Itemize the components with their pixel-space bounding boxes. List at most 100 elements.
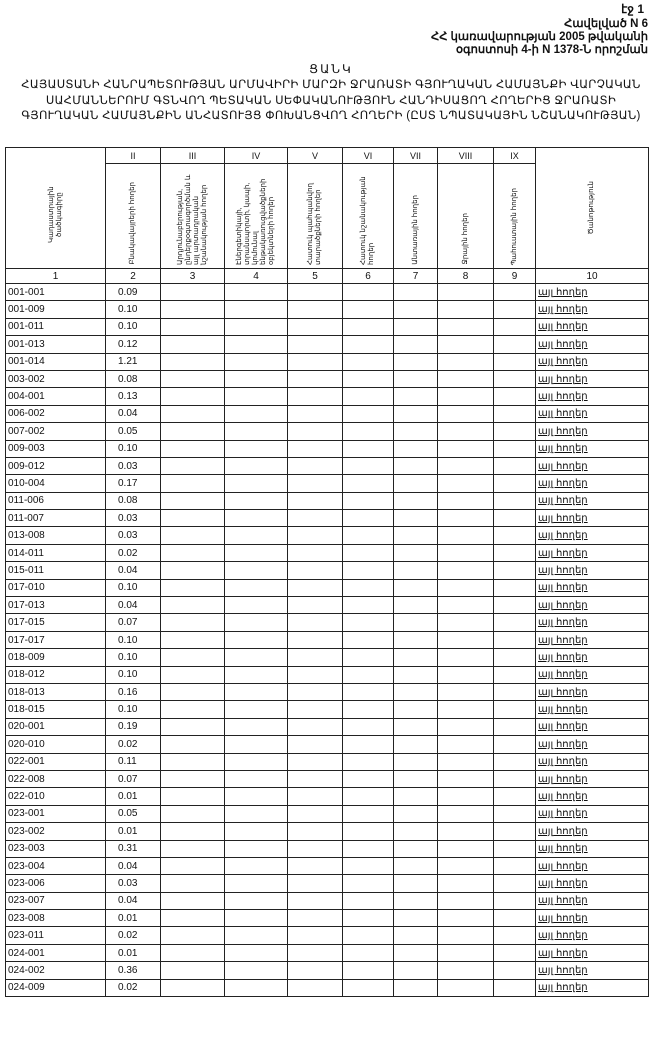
note-cell: այլ հողեր [535,648,649,667]
note-cell: այլ հողեր [535,561,649,580]
empty-cell [342,752,394,771]
empty-cell [342,787,394,806]
empty-cell [160,491,225,511]
table-row: 020-001 0.19 այլ հողեր [5,717,649,737]
empty-cell [287,300,343,319]
area-cell: 0.09 [105,282,161,302]
note-cell: այլ հողեր [535,509,649,528]
empty-cell [493,439,536,458]
cadastral-code-cell: 024-002 [5,961,106,980]
empty-cell [287,317,343,337]
empty-cell [160,561,225,580]
empty-cell [342,404,394,424]
empty-cell [160,839,225,858]
empty-cell [224,769,288,789]
empty-cell [160,300,225,319]
cadastral-code-cell: 001-001 [5,282,106,302]
cadastral-code-cell: 017-017 [5,630,106,650]
empty-cell [342,717,394,737]
empty-cell [437,682,494,702]
empty-cell [287,700,343,719]
empty-cell [493,543,536,563]
empty-cell [287,282,343,302]
area-cell: 0.11 [105,752,161,771]
empty-cell [393,456,438,476]
empty-cell [224,752,288,771]
area-cell: 0.10 [105,317,161,337]
empty-cell [437,804,494,824]
empty-cell [342,300,394,319]
empty-cell [393,926,438,945]
empty-cell [160,317,225,337]
empty-cell [160,961,225,980]
empty-cell [493,613,536,632]
area-cell: 0.19 [105,717,161,737]
empty-cell [342,369,394,389]
column-header-label: Անտառային հողեր [411,195,419,265]
empty-cell [160,909,225,928]
note-cell: այլ հողեր [535,874,649,893]
empty-cell [393,596,438,615]
empty-cell [493,822,536,841]
empty-cell [224,335,288,354]
empty-cell [287,769,343,789]
table-row: 001-009 0.10 այլ հողեր [5,300,649,319]
empty-cell [287,491,343,511]
area-cell: 0.10 [105,630,161,650]
empty-cell [393,978,438,998]
empty-cell [493,578,536,598]
column-number: 3 [160,268,225,284]
table-row: 023-011 0.02 այլ հողեր [5,926,649,945]
empty-cell [393,804,438,824]
area-cell: 0.10 [105,665,161,684]
empty-cell [342,526,394,545]
note-cell: այլ հողեր [535,926,649,945]
table-row: 024-009 0.02 այլ հողեր [5,978,649,998]
empty-cell [224,909,288,928]
empty-cell [393,543,438,563]
empty-cell [160,282,225,302]
empty-cell [437,352,494,371]
empty-cell [342,387,394,406]
empty-cell [287,404,343,424]
table-row: 023-006 0.03 այլ հողեր [5,874,649,893]
empty-cell [437,369,494,389]
cadastral-code-cell: 023-004 [5,856,106,876]
empty-cell [493,682,536,702]
empty-cell [160,891,225,911]
empty-cell [393,943,438,963]
empty-cell [224,613,288,632]
column-header: Պահուստային հողեր [493,163,536,269]
empty-cell [437,630,494,650]
cadastral-code-cell: 013-008 [5,526,106,545]
area-cell: 0.02 [105,926,161,945]
empty-cell [287,856,343,876]
empty-cell [224,856,288,876]
empty-cell [224,926,288,945]
empty-cell [437,648,494,667]
empty-cell [493,422,536,441]
empty-cell [342,961,394,980]
note-cell: այլ հողեր [535,752,649,771]
area-cell: 0.36 [105,961,161,980]
table-row: 018-012 0.10 այլ հողեր [5,665,649,684]
note-cell: այլ հողեր [535,978,649,998]
empty-cell [493,978,536,998]
note-cell: այլ հողեր [535,613,649,632]
area-cell: 0.02 [105,978,161,998]
area-cell: 0.17 [105,474,161,493]
empty-cell [393,787,438,806]
table-row: 003-002 0.08 այլ հողեր [5,369,649,389]
empty-cell [224,422,288,441]
empty-cell [287,422,343,441]
cadastral-code-cell: 022-008 [5,769,106,789]
empty-cell [437,613,494,632]
note-cell: այլ հողեր [535,717,649,737]
empty-cell [493,665,536,684]
empty-cell [493,909,536,928]
note-cell: այլ հողեր [535,856,649,876]
empty-cell [437,822,494,841]
empty-cell [437,561,494,580]
empty-cell [287,630,343,650]
empty-cell [160,613,225,632]
